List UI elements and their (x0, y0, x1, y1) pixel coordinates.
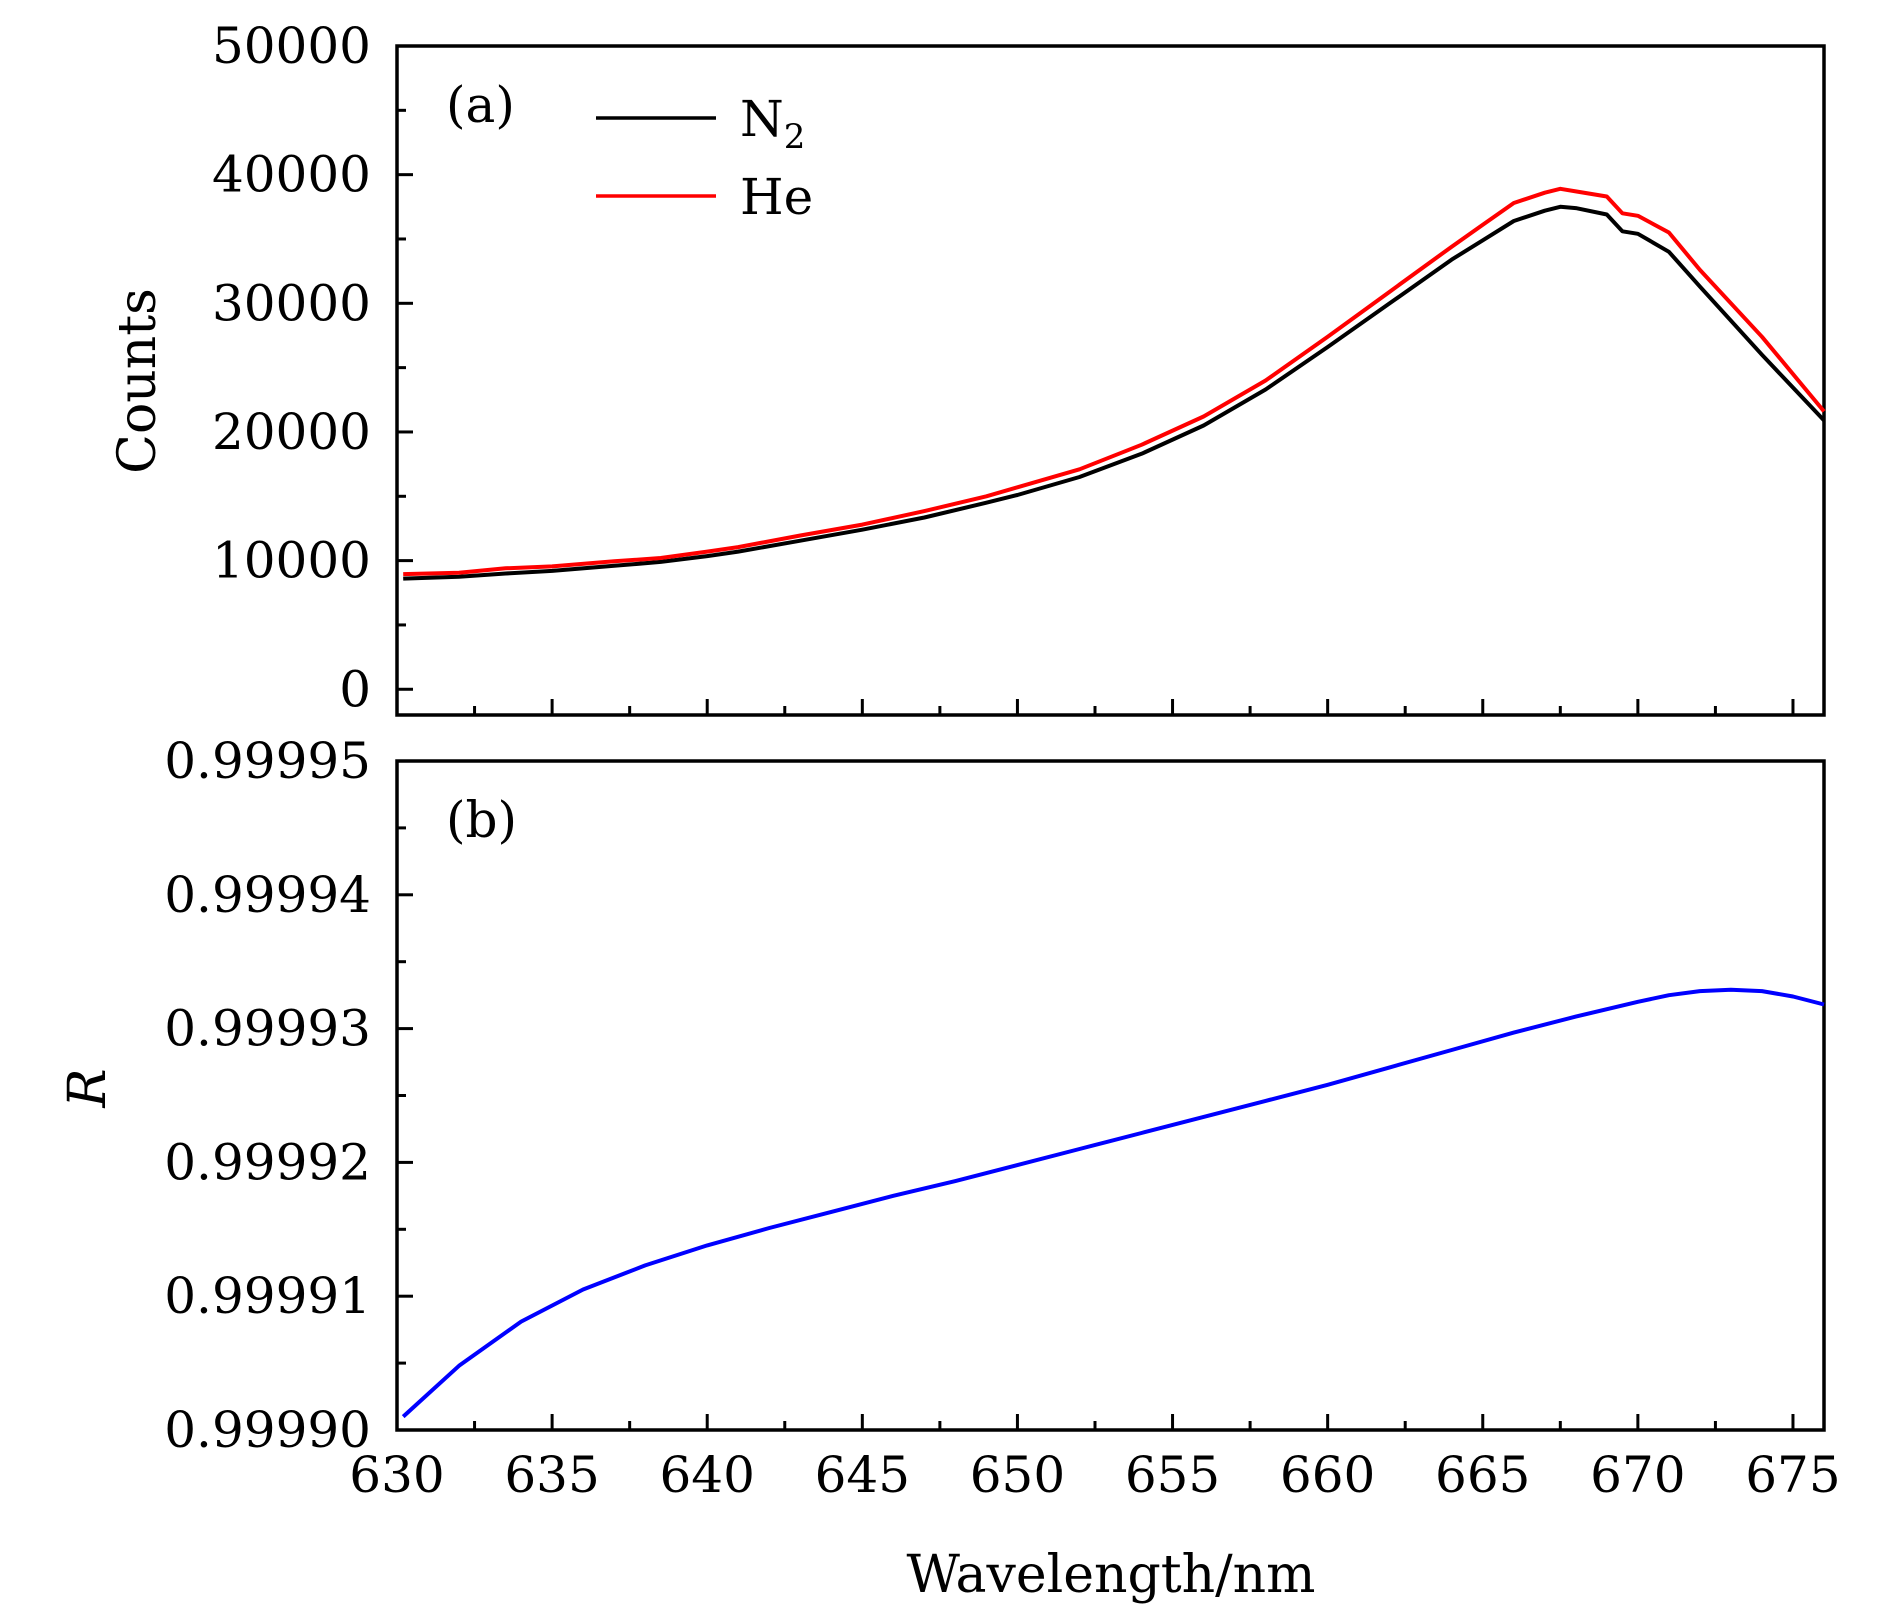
y-tick-label: 30000 (212, 274, 371, 332)
legend-label-n2: N2 (740, 90, 805, 157)
panel-b-frame (395, 759, 1826, 1432)
y-tick-label: 40000 (212, 146, 371, 204)
x-tick-label: 635 (504, 1446, 599, 1504)
legend-label-he: He (740, 168, 813, 226)
legend-label-n2-main: N (740, 90, 784, 148)
x-tick-label: 660 (1280, 1446, 1375, 1504)
x-tick-label: 675 (1745, 1446, 1840, 1504)
panel-b-label: (b) (446, 791, 517, 849)
series-line-a-1 (403, 186, 1826, 577)
panel-a-ticks: 0 10000 20000 30000 40000 50000 (212, 17, 1795, 718)
panel-b: 630 635 640 645 650 655 660 665 670 675 0.99990 0.9… (58, 732, 1841, 1605)
y-tick-label: 0.99994 (164, 866, 371, 924)
panel-a-label: (a) (446, 76, 515, 134)
y-tick-label: 0.99990 (164, 1401, 371, 1459)
panel-a-ylabel: Counts (108, 288, 168, 474)
legend-label-n2-sub: 2 (784, 117, 806, 157)
y-tick-label: 10000 (212, 532, 371, 590)
panel-a-series (403, 186, 1826, 581)
y-tick-label: 50000 (212, 17, 371, 75)
panel-b-ticks: 630 635 640 645 650 655 660 665 670 675 0.99990 0.9… (164, 732, 1840, 1504)
x-tick-label: 655 (1125, 1446, 1220, 1504)
x-axis-title: Wavelength/nm (907, 1545, 1316, 1605)
x-tick-label: 665 (1435, 1446, 1530, 1504)
x-tick-label: 640 (659, 1446, 754, 1504)
y-tick-label: 20000 (212, 403, 371, 461)
panel-a: 0 10000 20000 30000 40000 50000 (a) N2 He Cou… (108, 17, 1826, 718)
panel-b-ylabel: R (58, 1068, 118, 1108)
panel-b-series (401, 987, 1825, 1419)
x-tick-label: 630 (349, 1446, 444, 1504)
x-tick-label: 650 (970, 1446, 1065, 1504)
y-tick-label: 0.99993 (164, 1000, 371, 1058)
y-tick-label: 0.99992 (164, 1133, 371, 1191)
y-tick-label: 0.99995 (164, 732, 371, 790)
legend: N2 He (596, 90, 813, 226)
y-tick-label: 0 (339, 660, 371, 718)
series-line-a-0 (403, 204, 1826, 581)
x-tick-label: 645 (815, 1446, 910, 1504)
y-tick-label: 0.99991 (164, 1267, 371, 1325)
series-line-b-0 (401, 987, 1825, 1419)
panel-a-frame (395, 44, 1826, 717)
x-tick-label: 670 (1590, 1446, 1685, 1504)
